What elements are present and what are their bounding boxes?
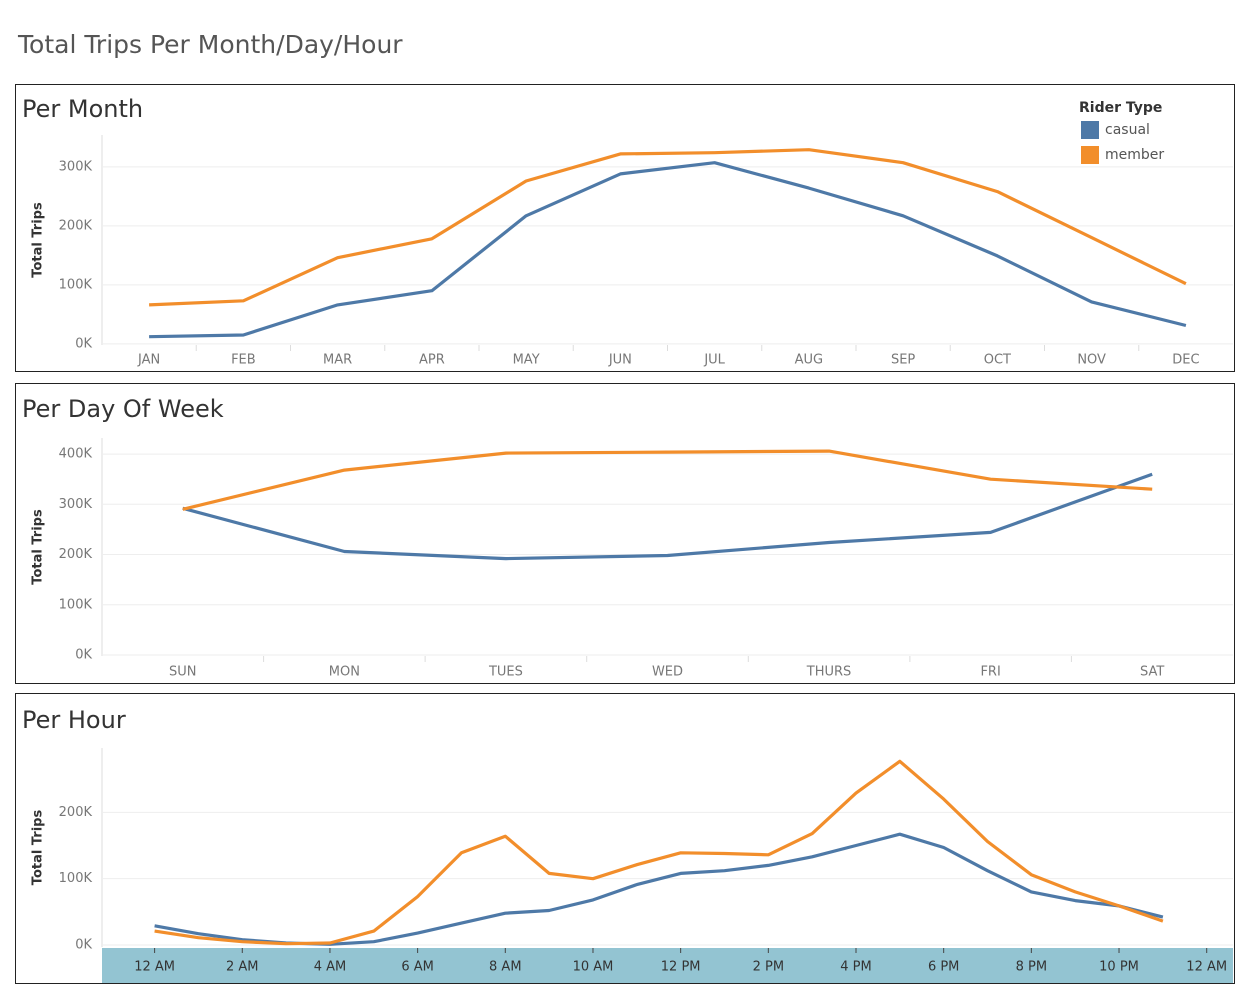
x-tick-label: 8 AM bbox=[489, 960, 522, 975]
legend-swatch bbox=[1081, 121, 1099, 139]
y-axis-label: Total Trips bbox=[31, 202, 46, 278]
x-tick-label: FRI bbox=[980, 665, 1000, 680]
x-tick-label: 2 AM bbox=[226, 960, 259, 975]
x-tick-label: JUL bbox=[703, 353, 725, 368]
y-tick-label: 100K bbox=[59, 277, 93, 292]
line-series bbox=[154, 759, 1164, 946]
x-tick-label: 12 AM bbox=[134, 960, 175, 975]
y-tick-label: 200K bbox=[59, 805, 93, 820]
x-tick-label: JAN bbox=[137, 353, 160, 368]
legend-label: casual bbox=[1105, 122, 1150, 138]
x-tick-label: 8 PM bbox=[1016, 960, 1047, 975]
dashboard-title: Total Trips Per Month/Day/Hour bbox=[17, 30, 403, 59]
y-axis-label: Total Trips bbox=[31, 509, 46, 585]
x-tick-label: AUG bbox=[795, 353, 823, 368]
y-tick-label: 100K bbox=[59, 597, 93, 612]
y-tick-label: 200K bbox=[59, 547, 93, 562]
y-tick-label: 100K bbox=[59, 871, 93, 886]
y-tick-label: 200K bbox=[59, 218, 93, 233]
x-tick-label: NOV bbox=[1077, 353, 1106, 368]
y-tick-label: 400K bbox=[59, 447, 93, 462]
x-tick-label: FEB bbox=[231, 353, 256, 368]
line-series bbox=[154, 832, 1164, 946]
x-tick-label: DEC bbox=[1172, 353, 1199, 368]
x-tick-label: APR bbox=[419, 353, 445, 368]
x-tick-label: 2 PM bbox=[753, 960, 784, 975]
x-tick-label: 4 PM bbox=[840, 960, 871, 975]
y-tick-label: 0K bbox=[75, 647, 92, 662]
x-tick-label: 10 PM bbox=[1099, 960, 1139, 975]
x-tick-label: 12 AM bbox=[1186, 960, 1227, 975]
x-tick-label: MAR bbox=[323, 353, 352, 368]
y-tick-label: 300K bbox=[59, 497, 93, 512]
x-tick-label: MON bbox=[329, 665, 360, 680]
x-tick-label: THURS bbox=[806, 665, 852, 680]
x-tick-label: 6 PM bbox=[928, 960, 959, 975]
x-tick-label: SEP bbox=[891, 353, 915, 368]
x-axis-band bbox=[102, 948, 1233, 983]
x-tick-label: WED bbox=[652, 665, 683, 680]
x-tick-label: 6 AM bbox=[401, 960, 434, 975]
x-tick-label: 4 AM bbox=[314, 960, 347, 975]
legend-swatch bbox=[1081, 146, 1099, 164]
x-tick-label: SAT bbox=[1140, 665, 1164, 680]
x-tick-label: 10 AM bbox=[573, 960, 614, 975]
line-series bbox=[182, 472, 1153, 561]
line-series bbox=[149, 161, 1187, 339]
y-tick-label: 300K bbox=[59, 159, 93, 174]
panel bbox=[15, 84, 1235, 372]
y-tick-label: 0K bbox=[75, 336, 92, 351]
panel bbox=[15, 383, 1235, 684]
x-tick-label: OCT bbox=[984, 353, 1011, 368]
panel-title: Per Day Of Week bbox=[22, 395, 224, 423]
x-tick-label: MAY bbox=[513, 353, 540, 368]
legend-title: Rider Type bbox=[1079, 100, 1162, 116]
line-series bbox=[149, 148, 1187, 307]
y-axis-label: Total Trips bbox=[31, 810, 46, 886]
x-tick-label: SUN bbox=[169, 665, 197, 680]
x-tick-label: 12 PM bbox=[661, 960, 701, 975]
panel-title: Per Hour bbox=[22, 706, 126, 734]
x-tick-label: TUES bbox=[488, 665, 523, 680]
x-tick-label: JUN bbox=[608, 353, 632, 368]
panel bbox=[15, 693, 1235, 984]
legend-label: member bbox=[1105, 147, 1164, 163]
panel-title: Per Month bbox=[22, 95, 143, 123]
y-tick-label: 0K bbox=[75, 938, 92, 953]
line-series bbox=[182, 449, 1153, 511]
